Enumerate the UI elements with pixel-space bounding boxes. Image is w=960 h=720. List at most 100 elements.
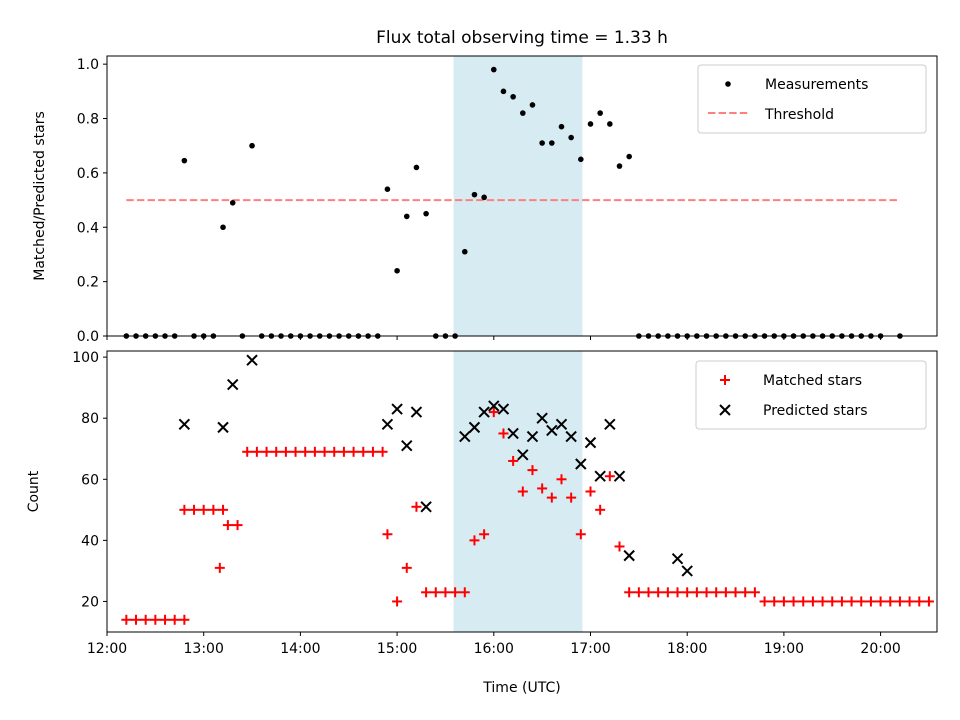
measurements-panel: 0.0 0.2 0.4 0.6 0.8 1.0 Flux total observing …	[32, 28, 938, 345]
matched-star-point	[150, 614, 161, 625]
matched-star-point	[459, 587, 470, 598]
matched-star-point	[469, 535, 480, 546]
matched-star-point	[382, 529, 393, 540]
y-bottom-tick-label: 20	[81, 594, 99, 610]
matched-star-point	[338, 446, 349, 457]
measurement-point	[549, 140, 555, 146]
matched-star-point	[691, 587, 702, 598]
legend-bottom: Matched stars Predicted stars	[695, 360, 927, 430]
predicted-star-point	[178, 418, 191, 431]
measurement-point	[490, 66, 497, 73]
predicted-star-point	[546, 424, 558, 437]
measurement-point	[510, 93, 516, 100]
matched-star-point	[440, 587, 451, 598]
x-tick-label: 17:00	[570, 641, 610, 657]
legend-measurements-label: Measurements	[765, 77, 868, 93]
y-axis-label-ratio: Matched/Predicted stars	[32, 111, 48, 281]
matched-star-point	[348, 446, 359, 457]
matched-star-point	[798, 596, 809, 607]
matched-star-point	[160, 614, 171, 625]
matched-star-point	[653, 587, 664, 598]
measurement-point	[558, 123, 565, 130]
matched-star-point	[633, 587, 644, 598]
matched-star-point	[875, 596, 886, 607]
matched-star-point	[189, 504, 200, 515]
matched-star-point	[261, 446, 272, 457]
matched-star-point	[169, 614, 180, 625]
matched-star-point	[894, 596, 905, 607]
matched-star-point	[527, 465, 538, 476]
matched-star-point	[222, 520, 233, 531]
x-tick-label: 20:00	[860, 641, 900, 657]
matched-star-point	[421, 587, 432, 598]
matched-star-point	[179, 504, 190, 515]
matched-star-point	[856, 596, 867, 607]
predicted-star-point	[478, 406, 490, 418]
matched-star-point	[662, 587, 673, 598]
predicted-star-point	[459, 430, 471, 443]
y-top-tick-label: 0.8	[77, 112, 99, 128]
x-tick-label: 16:00	[474, 641, 514, 657]
legend-cross	[719, 404, 731, 416]
matched-star-point	[251, 446, 262, 457]
predicted-star-point	[410, 406, 423, 418]
legend-matched-label: Matched stars	[763, 373, 862, 389]
matched-star-point	[914, 596, 925, 607]
measurement-point	[539, 140, 545, 146]
matched-star-point	[198, 504, 209, 515]
matched-star-point	[923, 596, 934, 607]
x-tick-label: 14:00	[280, 641, 320, 657]
matched-star-point	[730, 587, 741, 598]
measurement-point	[220, 224, 226, 231]
measurement-point	[607, 121, 613, 127]
top-axes-frame	[106, 55, 938, 337]
predicted-star-point	[401, 439, 413, 452]
matched-star-point	[329, 446, 340, 457]
matched-star-point	[401, 562, 412, 573]
matched-star-point	[701, 587, 712, 598]
measurement-point	[394, 267, 400, 274]
matched-star-point	[788, 596, 799, 607]
predicted-star-point	[381, 418, 394, 431]
legend-top-box	[697, 64, 927, 134]
predicted-star-point	[613, 470, 626, 482]
matched-star-point	[208, 504, 219, 515]
measurement-point	[229, 199, 236, 206]
matched-star-point	[358, 446, 369, 457]
measurement-point	[578, 156, 584, 163]
matched-star-point	[430, 587, 441, 598]
matched-star-point	[377, 446, 388, 457]
matched-star-point	[749, 587, 760, 598]
x-axis-label: Time (UTC)	[482, 680, 560, 696]
matched-star-point	[769, 596, 780, 607]
predicted-star-point	[468, 421, 481, 434]
matched-star-point	[367, 446, 378, 457]
matched-star-point	[290, 446, 301, 457]
y-top-tick-label: 0.4	[77, 220, 99, 236]
matched-star-point	[865, 596, 876, 607]
legend-plus	[720, 375, 730, 385]
measurement-point	[403, 213, 410, 220]
predicted-star-point	[217, 421, 229, 434]
matched-star-point	[319, 446, 330, 457]
matched-star-point	[232, 520, 243, 531]
x-tick-label: 18:00	[667, 641, 707, 657]
matched-star-point	[556, 474, 567, 485]
matched-star-point	[450, 587, 461, 598]
matched-star-point	[682, 587, 693, 598]
matched-star-point	[498, 428, 509, 439]
x-tick-label: 19:00	[764, 641, 804, 657]
measurement-point	[181, 157, 188, 164]
matched-star-point	[846, 596, 857, 607]
matched-star-point	[720, 587, 731, 598]
measurement-point	[597, 110, 603, 116]
measurement-point	[471, 191, 478, 198]
measurement-point	[481, 194, 487, 201]
matched-star-point	[575, 529, 586, 540]
measurement-point	[461, 248, 468, 255]
matched-star-point	[179, 614, 190, 625]
matched-star-point	[595, 504, 606, 515]
x-tick-label: 12:00	[87, 641, 127, 657]
predicted-star-point	[623, 549, 635, 562]
